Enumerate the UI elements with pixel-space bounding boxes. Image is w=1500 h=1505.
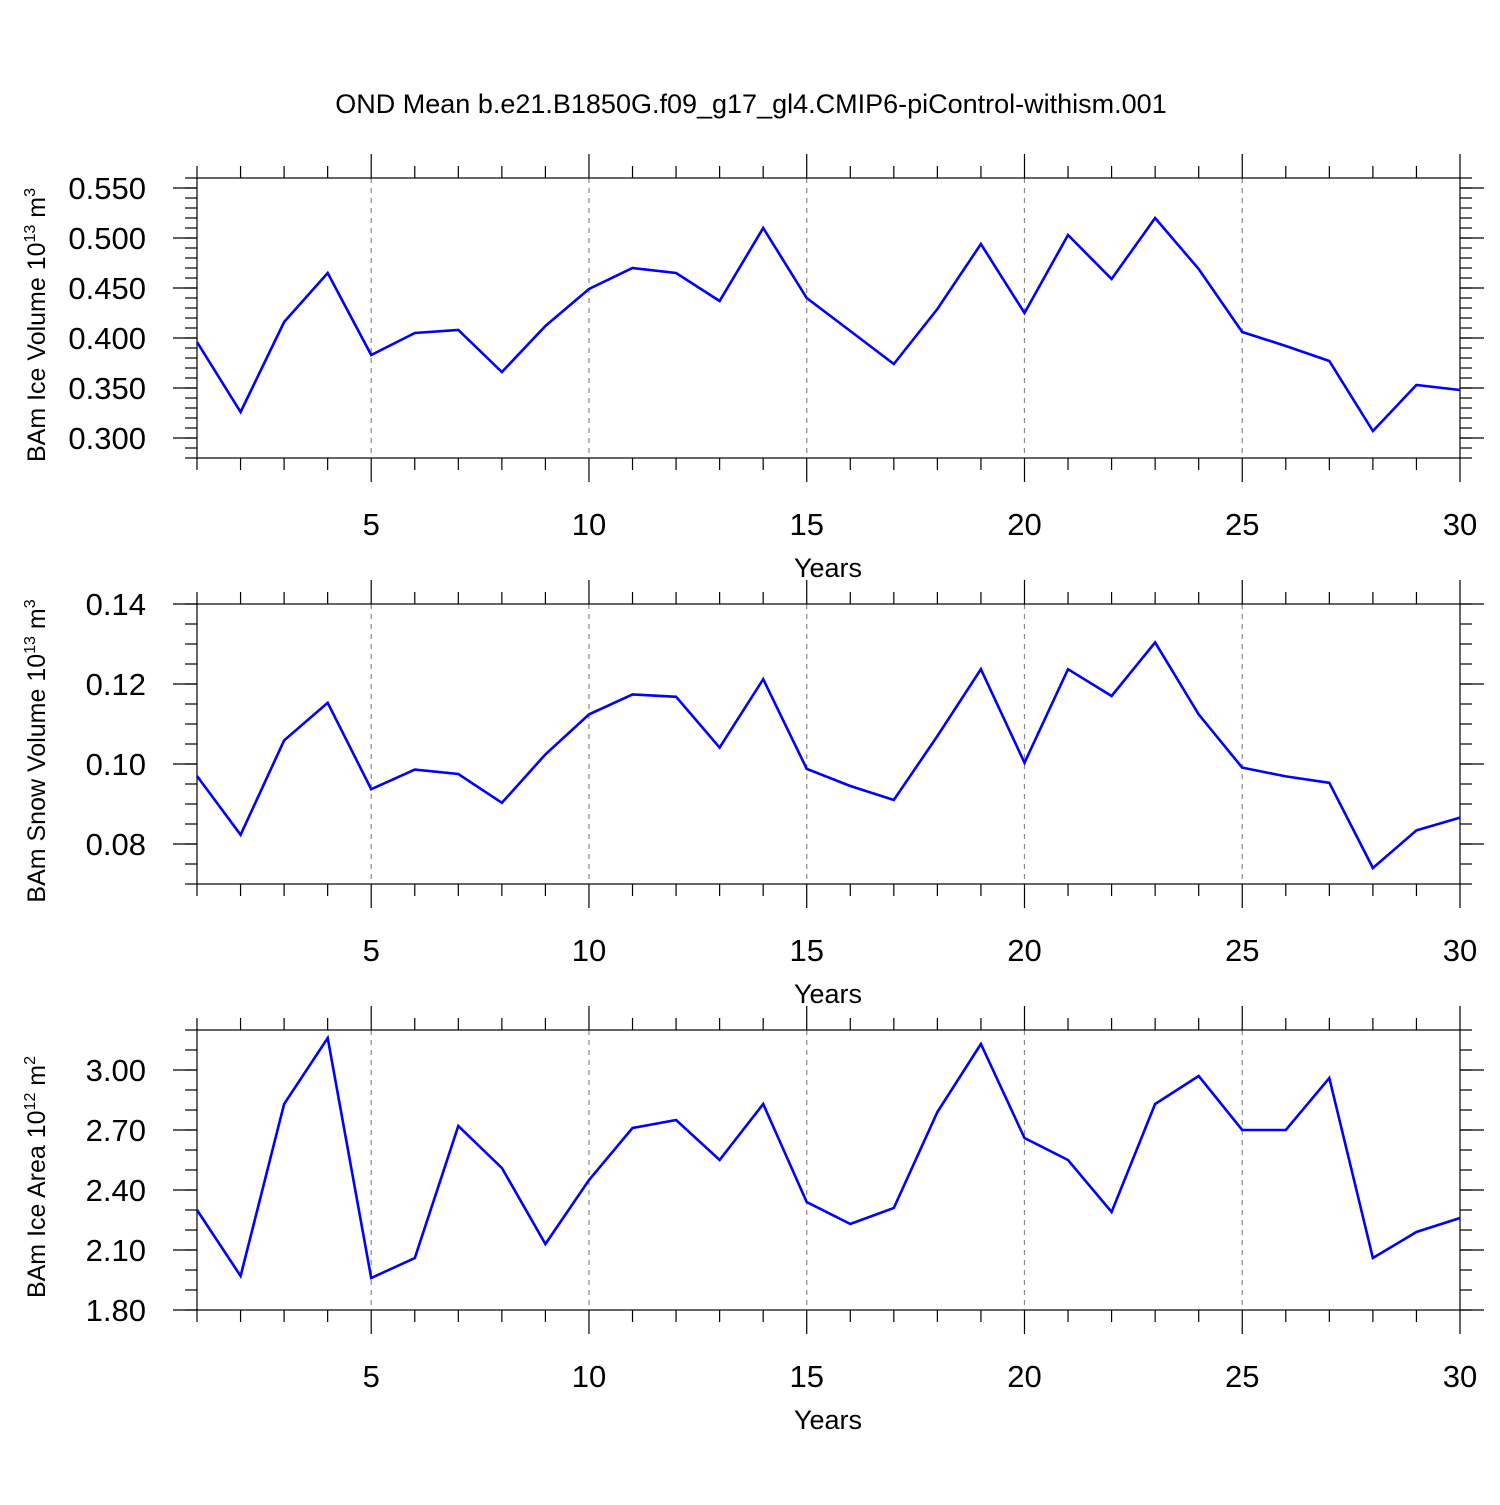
figure-title: OND Mean b.e21.B1850G.f09_g17_gl4.CMIP6-… [335, 89, 1166, 119]
y-axis-label: BAm Ice Volume 1013 m3 [22, 188, 51, 462]
y-tick-label: 0.10 [86, 747, 146, 782]
x-tick-label: 10 [572, 933, 606, 968]
y-tick-label: 0.12 [86, 667, 146, 702]
x-tick-label: 30 [1443, 933, 1477, 968]
plot-frame [197, 604, 1460, 884]
x-tick-label: 10 [572, 1359, 606, 1394]
y-tick-label: 0.400 [68, 321, 146, 356]
y-axis-label: BAm Ice Area 1012 m2 [22, 1056, 51, 1298]
panel-1: 0.300 0.350 0.400 0.450 0.500 0.550 5 10 15 20 25 3… [22, 154, 1484, 583]
y-tick-label: 3.00 [86, 1053, 146, 1088]
x-tick-label: 20 [1007, 1359, 1041, 1394]
x-tick-label: 5 [363, 1359, 380, 1394]
y-tick-label: 0.500 [68, 221, 146, 256]
x-tick-label: 20 [1007, 507, 1041, 542]
y-tick-label: 2.10 [86, 1233, 146, 1268]
x-tick-label: 15 [789, 933, 823, 968]
plot-frame [197, 1030, 1460, 1310]
x-axis-label: Years [794, 979, 862, 1009]
x-tick-label: 25 [1225, 1359, 1259, 1394]
x-tick-label: 5 [363, 507, 380, 542]
y-tick-label: 0.550 [68, 171, 146, 206]
y-tick-label: 2.70 [86, 1113, 146, 1148]
y-axis-label: BAm Snow Volume 1013 m3 [22, 599, 51, 902]
series-line [197, 1038, 1460, 1278]
y-tick-label: 0.300 [68, 421, 146, 456]
x-tick-label: 30 [1443, 1359, 1477, 1394]
x-tick-label: 10 [572, 507, 606, 542]
y-tick-label: 2.40 [86, 1173, 146, 1208]
panel-3: 1.80 2.10 2.40 2.70 3.00 5 10 15 20 25 30 Years BAm … [22, 1006, 1484, 1435]
y-tick-label: 0.08 [86, 827, 146, 862]
series-line [197, 642, 1460, 868]
y-tick-label: 0.14 [86, 587, 146, 622]
x-tick-label: 25 [1225, 507, 1259, 542]
y-tick-label: 1.80 [86, 1293, 146, 1328]
x-tick-label: 15 [789, 1359, 823, 1394]
panel-2: 0.08 0.10 0.12 0.14 5 10 15 20 25 30 Years BAm Snow… [22, 580, 1484, 1009]
x-tick-label: 20 [1007, 933, 1041, 968]
x-tick-label: 30 [1443, 507, 1477, 542]
x-tick-label: 15 [789, 507, 823, 542]
x-tick-label: 5 [363, 933, 380, 968]
plot-frame [197, 178, 1460, 458]
y-tick-label: 0.350 [68, 371, 146, 406]
x-axis-label: Years [794, 553, 862, 583]
series-line [197, 218, 1460, 431]
x-tick-label: 25 [1225, 933, 1259, 968]
y-tick-label: 0.450 [68, 271, 146, 306]
x-axis-label: Years [794, 1405, 862, 1435]
